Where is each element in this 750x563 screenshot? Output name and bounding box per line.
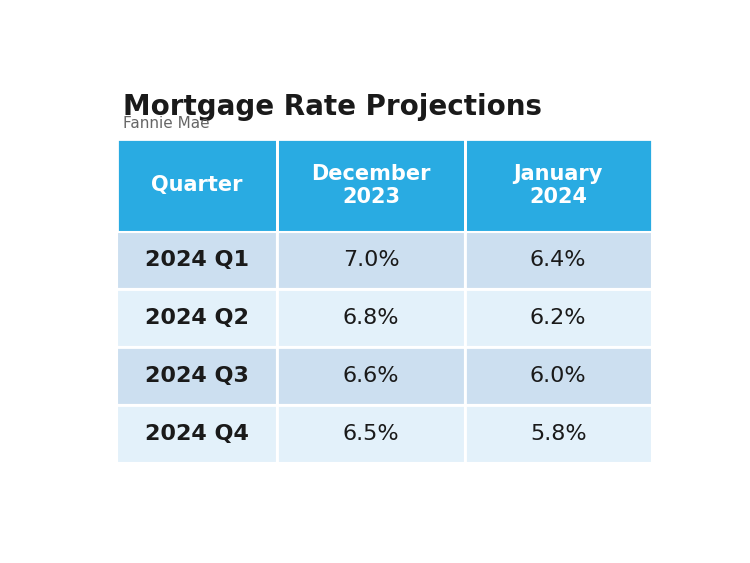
Bar (117, 139, 278, 231)
Text: 6.8%: 6.8% (343, 308, 399, 328)
Bar (278, 405, 464, 463)
Bar (278, 231, 464, 289)
Bar (278, 347, 464, 405)
Bar (117, 347, 278, 405)
Bar (464, 139, 652, 231)
Text: 6.6%: 6.6% (343, 366, 399, 386)
Bar (278, 289, 464, 347)
Bar (464, 231, 652, 289)
Bar (278, 139, 464, 231)
Text: Quarter: Quarter (152, 175, 243, 195)
Text: 2024 Q3: 2024 Q3 (146, 366, 249, 386)
Bar (117, 405, 278, 463)
Text: 2024 Q4: 2024 Q4 (146, 424, 249, 444)
Text: 2024 Q2: 2024 Q2 (146, 308, 249, 328)
Text: 6.5%: 6.5% (343, 424, 399, 444)
Text: Fannie Mae: Fannie Mae (123, 116, 210, 131)
Bar (117, 231, 278, 289)
Text: 5.8%: 5.8% (530, 424, 586, 444)
Text: Mortgage Rate Projections: Mortgage Rate Projections (123, 93, 542, 121)
Bar (117, 289, 278, 347)
Text: 6.2%: 6.2% (530, 308, 586, 328)
Text: 6.4%: 6.4% (530, 251, 586, 270)
Bar (464, 289, 652, 347)
Text: 2024 Q1: 2024 Q1 (146, 251, 249, 270)
Text: January
2024: January 2024 (514, 164, 603, 207)
Text: December
2023: December 2023 (311, 164, 430, 207)
Text: 6.0%: 6.0% (530, 366, 586, 386)
Bar (464, 405, 652, 463)
Text: 7.0%: 7.0% (343, 251, 399, 270)
Bar (464, 347, 652, 405)
